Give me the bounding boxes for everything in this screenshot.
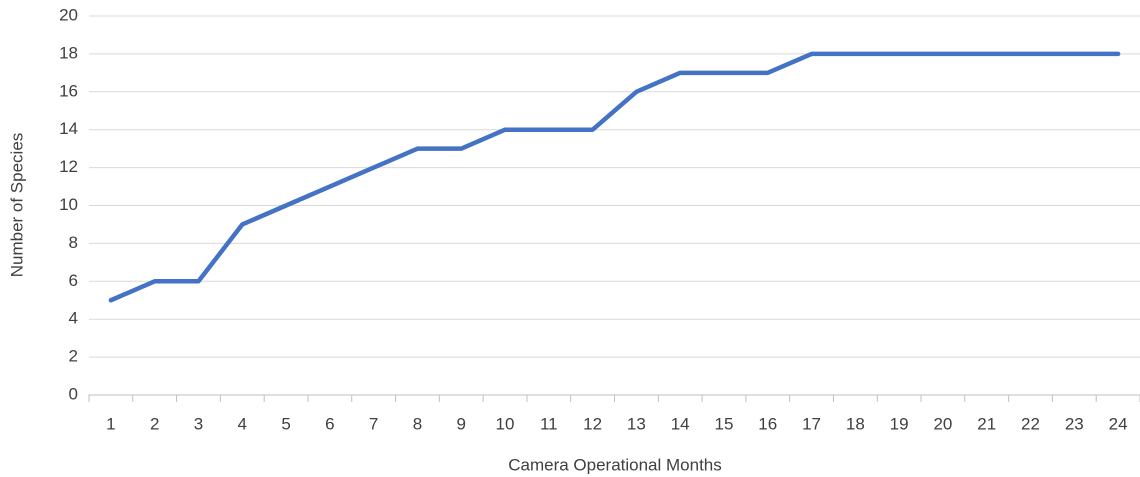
y-tick-label: 6 [69, 271, 78, 290]
x-tick-label: 13 [627, 414, 646, 433]
x-tick-label: 5 [281, 414, 290, 433]
x-tick-label: 2 [150, 414, 159, 433]
y-tick-label: 16 [59, 81, 78, 100]
x-tick-label: 16 [758, 414, 777, 433]
x-tick-label: 3 [194, 414, 203, 433]
x-tick-label: 10 [496, 414, 515, 433]
x-tick-label: 11 [540, 414, 558, 433]
x-tick-label: 8 [413, 414, 422, 433]
x-tick-label: 9 [456, 414, 465, 433]
x-tick-label: 21 [977, 414, 996, 433]
y-tick-label: 4 [69, 309, 78, 328]
x-tick-label: 4 [238, 414, 247, 433]
y-tick-label: 12 [59, 157, 78, 176]
x-tick-label: 7 [369, 414, 378, 433]
x-tick-label: 22 [1021, 414, 1040, 433]
x-axis-title: Camera Operational Months [508, 455, 722, 474]
x-tick-label: 6 [325, 414, 334, 433]
x-tick-label: 20 [933, 414, 952, 433]
x-tick-label: 1 [106, 414, 115, 433]
y-tick-label: 20 [59, 5, 78, 24]
y-axis-title: Number of Species [7, 133, 26, 278]
x-tick-label: 14 [671, 414, 690, 433]
y-tick-label: 2 [69, 347, 78, 366]
y-tick-label: 10 [59, 195, 78, 214]
x-tick-label: 24 [1109, 414, 1128, 433]
x-tick-label: 23 [1065, 414, 1084, 433]
y-tick-label: 8 [69, 233, 78, 252]
x-tick-label: 12 [583, 414, 602, 433]
data-line [108, 51, 1121, 303]
y-tick-label: 14 [59, 119, 78, 138]
x-tick-label: 19 [890, 414, 909, 433]
x-tick-label: 18 [846, 414, 865, 433]
x-tick-label: 17 [802, 414, 821, 433]
x-tick-label: 15 [715, 414, 734, 433]
y-tick-label: 18 [59, 43, 78, 62]
y-tick-label: 0 [69, 384, 78, 403]
